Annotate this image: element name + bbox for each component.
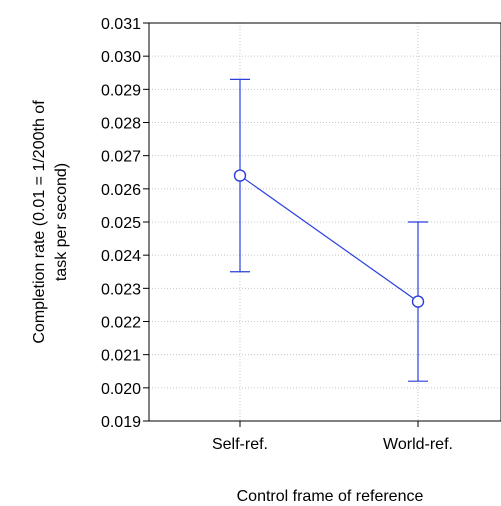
y-tick-label: 0.024 — [101, 248, 141, 265]
grid — [149, 23, 501, 421]
x-axis-title: Control frame of reference — [237, 488, 424, 505]
data-point — [233, 169, 247, 182]
series — [230, 78, 428, 382]
series-line — [239, 175, 419, 303]
y-axis-title-line1: Completion rate (0.01 = 1/200th of — [31, 100, 48, 344]
y-tick-label: 0.028 — [101, 116, 141, 133]
y-tick-label: 0.030 — [101, 49, 141, 66]
y-tick-label: 0.027 — [101, 149, 141, 166]
y-tick-label: 0.021 — [101, 348, 141, 365]
y-tick-label: 0.029 — [101, 82, 141, 99]
x-tick-label: World-ref. — [383, 436, 453, 453]
plot-frame — [148, 22, 501, 422]
y-tick-label: 0.020 — [101, 381, 141, 398]
y-tick-label: 0.019 — [101, 414, 141, 431]
y-tick-label: 0.025 — [101, 215, 141, 232]
x-tick-label: Self-ref. — [212, 436, 268, 453]
y-axis: 0.019 0.020 0.021 0.022 0.023 0.024 0.025 0.026… — [101, 16, 149, 431]
x-axis: Self-ref. World-ref. — [212, 421, 453, 453]
y-tick-label: 0.023 — [101, 281, 141, 298]
data-point — [411, 295, 425, 308]
y-tick-label: 0.026 — [101, 182, 141, 199]
y-axis-title-line2: task per second) — [53, 163, 70, 281]
y-tick-label: 0.022 — [101, 315, 141, 332]
y-tick-label: 0.031 — [101, 16, 141, 33]
